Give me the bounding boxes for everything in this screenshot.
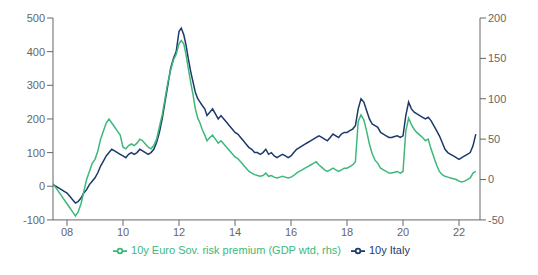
- svg-text:50: 50: [488, 133, 500, 145]
- svg-text:-50: -50: [488, 214, 504, 226]
- html-text:10y Euro Sov. risk premium (GD: 10y Euro Sov. risk premium (GDP wtd, rhs…: [131, 243, 341, 256]
- svg-text:16: 16: [285, 226, 297, 238]
- html-text:10y Italy: 10y Italy: [369, 243, 410, 256]
- svg-text:300: 300: [27, 79, 45, 91]
- svg-text:100: 100: [27, 147, 45, 159]
- svg-text:22: 22: [453, 226, 465, 238]
- svg-text:12: 12: [173, 226, 185, 238]
- svg-text:100: 100: [488, 93, 506, 105]
- svg-text:200: 200: [27, 113, 45, 125]
- svg-text:10: 10: [117, 226, 129, 238]
- svg-text:0: 0: [39, 180, 45, 192]
- svg-text:20: 20: [397, 226, 409, 238]
- svg-text:14: 14: [229, 226, 241, 238]
- svg-text:08: 08: [61, 226, 73, 238]
- svg-text:400: 400: [27, 46, 45, 58]
- svg-text:150: 150: [488, 52, 506, 64]
- svg-text:-100: -100: [23, 214, 45, 226]
- svg-text:200: 200: [488, 12, 506, 24]
- svg-text:18: 18: [341, 226, 353, 238]
- svg-text:0: 0: [488, 173, 494, 185]
- svg-text:500: 500: [27, 12, 45, 24]
